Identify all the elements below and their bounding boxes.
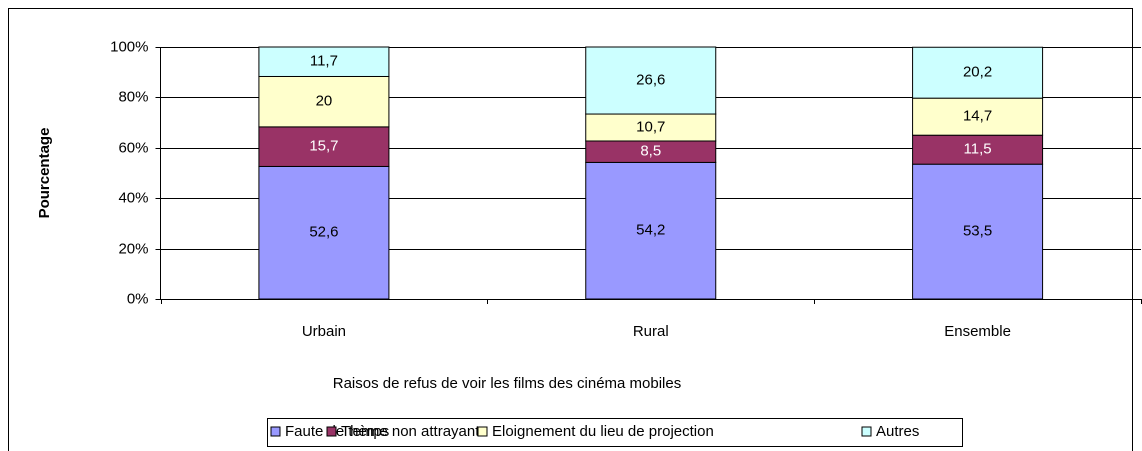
bar-segment	[912, 46, 1044, 99]
legend-swatch	[477, 426, 488, 437]
bar-segment	[585, 46, 717, 115]
x-tick-label: Urbain	[302, 323, 346, 340]
bar-segment	[258, 46, 390, 77]
legend-swatch	[270, 426, 281, 437]
y-tick-label: 0%	[127, 290, 149, 307]
y-axis-title: Pourcentage	[36, 128, 53, 219]
data-label: 10,7	[636, 118, 665, 135]
data-label: 52,6	[309, 224, 338, 241]
bar-segment	[912, 163, 1044, 300]
y-tick-label: 100%	[110, 38, 148, 55]
legend-swatch	[326, 426, 337, 437]
y-tick-label: 20%	[118, 240, 148, 257]
y-tick-label: 80%	[118, 88, 148, 105]
legend-label: Thème non attrayant	[341, 423, 480, 440]
legend-swatch	[861, 426, 872, 437]
data-label: 11,7	[310, 53, 338, 70]
chart-border	[8, 8, 1133, 451]
data-label: 14,7	[963, 108, 992, 125]
legend-label: Autres	[876, 423, 919, 440]
bar-segment	[258, 75, 390, 128]
bar-segment	[585, 161, 717, 300]
x-tick-label: Rural	[633, 323, 669, 340]
data-label: 53,5	[963, 223, 992, 240]
legend-label: Faute de temps	[285, 423, 389, 440]
x-axis-title: Raisos de refus de voir les films des ci…	[333, 375, 681, 392]
data-label: 15,7	[309, 138, 338, 155]
bar-segment	[912, 134, 1044, 165]
data-label: 20	[316, 93, 333, 110]
x-tick-label: Ensemble	[944, 323, 1011, 340]
y-tick-label: 60%	[118, 139, 148, 156]
y-tick-label: 40%	[118, 189, 148, 206]
data-label: 20,2	[963, 64, 992, 81]
data-label: 54,2	[636, 222, 665, 239]
legend-box	[267, 418, 963, 447]
bar-segment	[585, 113, 717, 142]
data-label: 26,6	[636, 71, 665, 88]
legend-label: Eloignement du lieu de projection	[492, 423, 714, 440]
data-label: 8,5	[640, 143, 661, 160]
data-label: 11,5	[964, 141, 992, 158]
